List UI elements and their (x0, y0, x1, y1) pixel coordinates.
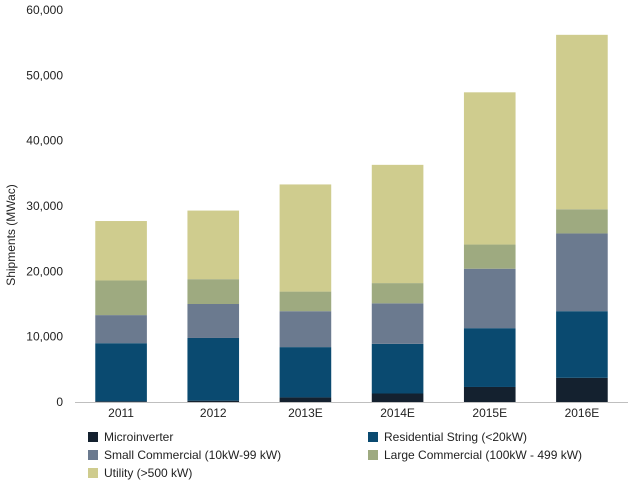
bar-segment (279, 397, 332, 402)
bar-segment (463, 92, 516, 245)
y-tick-label: 60,000 (26, 3, 63, 17)
bar-segment (187, 400, 240, 402)
y-tick-label: 40,000 (26, 134, 63, 148)
bar-segment (279, 347, 332, 398)
legend-swatch (88, 432, 98, 442)
legend-swatch (88, 450, 98, 460)
y-tick-label: 10,000 (26, 330, 63, 344)
legend-item: Large Commercial (100kW - 499 kW) (368, 448, 582, 462)
bar-segment (463, 244, 516, 269)
bar-segment (371, 393, 424, 402)
bar-segment (371, 343, 424, 394)
bars-group (75, 34, 628, 403)
bar-segment (95, 401, 147, 402)
y-axis-title: Shipments (MWac) (4, 184, 18, 286)
bar-segment (187, 304, 240, 338)
legend-item: Utility (>500 kW) (88, 466, 192, 480)
bar-segment (371, 164, 424, 284)
legend-swatch (368, 450, 378, 460)
y-tick-label: 50,000 (26, 68, 63, 82)
y-tick-label: 30,000 (26, 199, 63, 213)
legend-label: Large Commercial (100kW - 499 kW) (384, 448, 583, 462)
bar-segment (556, 311, 608, 378)
bar-segment (95, 221, 147, 281)
bar-segment (279, 311, 332, 348)
bar-segment (556, 209, 608, 234)
bar-segment (279, 291, 332, 312)
bar-segment (187, 279, 240, 304)
legend-label: Residential String (<20kW) (384, 430, 528, 444)
bar-segment (187, 337, 240, 401)
x-axis: 2011 2012 2013E 2014E 2015E 2016E (108, 406, 599, 420)
bar-segment (371, 283, 424, 304)
bar-segment (187, 210, 240, 280)
legend-item: Microinverter (88, 430, 173, 444)
bar-segment (556, 34, 608, 210)
y-tick-label: 0 (56, 395, 63, 409)
legend-label: Small Commercial (10kW-99 kW) (104, 448, 282, 462)
legend-swatch (88, 468, 98, 478)
bar-segment (463, 386, 516, 402)
y-tick-label: 20,000 (26, 264, 63, 278)
legend-label: Microinverter (104, 430, 174, 444)
bar-segment (95, 280, 147, 316)
x-tick-label: 2015E (472, 406, 507, 420)
bar-segment (279, 184, 332, 292)
legend-item: Small Commercial (10kW-99 kW) (88, 448, 281, 462)
bar-segment (463, 268, 516, 329)
bar-segment (556, 233, 608, 312)
legend-label: Utility (>500 kW) (104, 466, 193, 480)
bar-segment (95, 315, 147, 344)
legend-swatch (368, 432, 378, 442)
bar-segment (463, 328, 516, 387)
bar-segment (556, 377, 608, 402)
bar-segment (95, 343, 147, 402)
x-tick-label: 2011 (108, 406, 134, 420)
x-tick-label: 2016E (565, 406, 600, 420)
bar-segment (371, 303, 424, 344)
x-tick-label: 2014E (380, 406, 415, 420)
x-tick-label: 2013E (288, 406, 323, 420)
x-tick-label: 2012 (200, 406, 227, 420)
y-axis: 0 10,000 20,000 30,000 40,000 50,000 60,000 (26, 3, 63, 409)
legend-item: Residential String (<20kW) (368, 430, 527, 444)
